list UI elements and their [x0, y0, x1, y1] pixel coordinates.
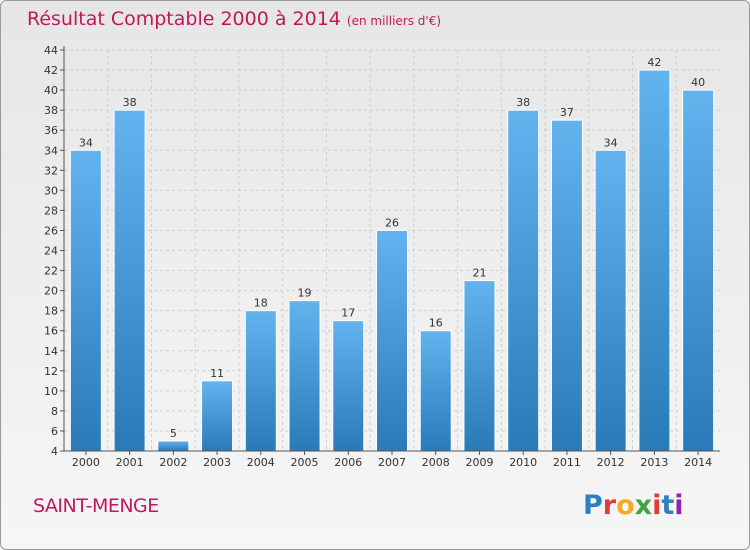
- x-tick-label: 2002: [159, 456, 187, 469]
- x-tick-label: 2004: [247, 456, 275, 469]
- y-tick-label: 28: [44, 204, 58, 217]
- value-label: 37: [560, 106, 574, 119]
- x-tick-label: 2013: [640, 456, 668, 469]
- bar-2007: [376, 229, 408, 452]
- value-label: 5: [170, 427, 177, 440]
- bar-2005: [288, 300, 321, 452]
- y-tick-label: 32: [44, 164, 58, 177]
- value-label: 34: [604, 136, 618, 149]
- proxiti-logo: Proxiti: [583, 490, 684, 521]
- value-label: 42: [647, 56, 661, 69]
- x-tick-label: 2006: [334, 456, 362, 469]
- y-tick-label: 42: [44, 64, 58, 77]
- y-tick-label: 18: [44, 305, 58, 318]
- y-tick-label: 30: [44, 184, 58, 197]
- x-tick-label: 2014: [684, 456, 712, 469]
- axes: [60, 46, 720, 455]
- bar-2003: [201, 380, 234, 452]
- y-tick-label: 36: [44, 124, 58, 137]
- value-label: 38: [123, 96, 137, 109]
- x-tick-label: 2010: [509, 456, 537, 469]
- value-label: 11: [210, 367, 224, 380]
- x-tick-label: 2008: [422, 456, 450, 469]
- y-tick-label: 16: [44, 325, 58, 338]
- bar-2010: [507, 109, 540, 452]
- y-tick-label: 44: [44, 44, 58, 57]
- x-tick-label: 2001: [116, 456, 144, 469]
- x-tick-label: 2007: [378, 456, 406, 469]
- y-tick-label: 26: [44, 224, 58, 237]
- y-tick-label: 34: [44, 144, 58, 157]
- chart-subtitle: (en milliers d'€): [346, 14, 442, 28]
- value-label: 26: [385, 216, 399, 229]
- x-tick-label: 2011: [553, 456, 581, 469]
- y-tick-label: 24: [44, 245, 58, 258]
- labels: 4 6 8 10 12 14 16 18 20 22 24 26 28 30 32 34 36 38 40 42 44 3…: [44, 44, 712, 469]
- bar-2004: [244, 310, 277, 452]
- y-tick-label: 38: [44, 104, 58, 117]
- bar-2008: [419, 330, 452, 452]
- x-tick-label: 2009: [465, 456, 493, 469]
- bar-2014: [682, 89, 715, 452]
- value-label: 38: [516, 96, 530, 109]
- value-label: 19: [298, 287, 312, 300]
- y-tick-label: 20: [44, 285, 58, 298]
- y-tick-label: 22: [44, 265, 58, 278]
- bar-2011: [550, 119, 583, 452]
- y-tick-label: 6: [51, 425, 58, 438]
- value-label: 16: [429, 317, 443, 330]
- y-tick-label: 14: [44, 345, 58, 358]
- x-tick-label: 2000: [72, 456, 100, 469]
- value-label: 18: [254, 297, 268, 310]
- bar-2013: [638, 69, 671, 452]
- bar-2002: [157, 440, 190, 452]
- value-label: 34: [79, 136, 93, 149]
- y-tick-label: 40: [44, 84, 58, 97]
- bars: [69, 69, 715, 452]
- chart-title: Résultat Comptable 2000 à 2014: [27, 8, 341, 30]
- x-tick-label: 2012: [597, 456, 625, 469]
- bar-2001: [113, 109, 146, 452]
- title-row: Résultat Comptable 2000 à 2014 (en millie…: [27, 8, 441, 30]
- value-label: 21: [472, 267, 486, 280]
- bar-2012: [594, 149, 627, 452]
- bar-2006: [332, 320, 365, 452]
- value-label: 40: [691, 76, 705, 89]
- bar-2000: [69, 149, 102, 452]
- y-tick-label: 10: [44, 385, 58, 398]
- x-tick-label: 2005: [291, 456, 319, 469]
- commune-name: SAINT-MENGE: [33, 495, 159, 517]
- y-tick-label: 4: [51, 445, 58, 458]
- bar-2009: [463, 280, 496, 452]
- y-tick-label: 12: [44, 365, 58, 378]
- y-tick-label: 8: [51, 405, 58, 418]
- value-label: 17: [341, 307, 355, 320]
- x-tick-label: 2003: [203, 456, 231, 469]
